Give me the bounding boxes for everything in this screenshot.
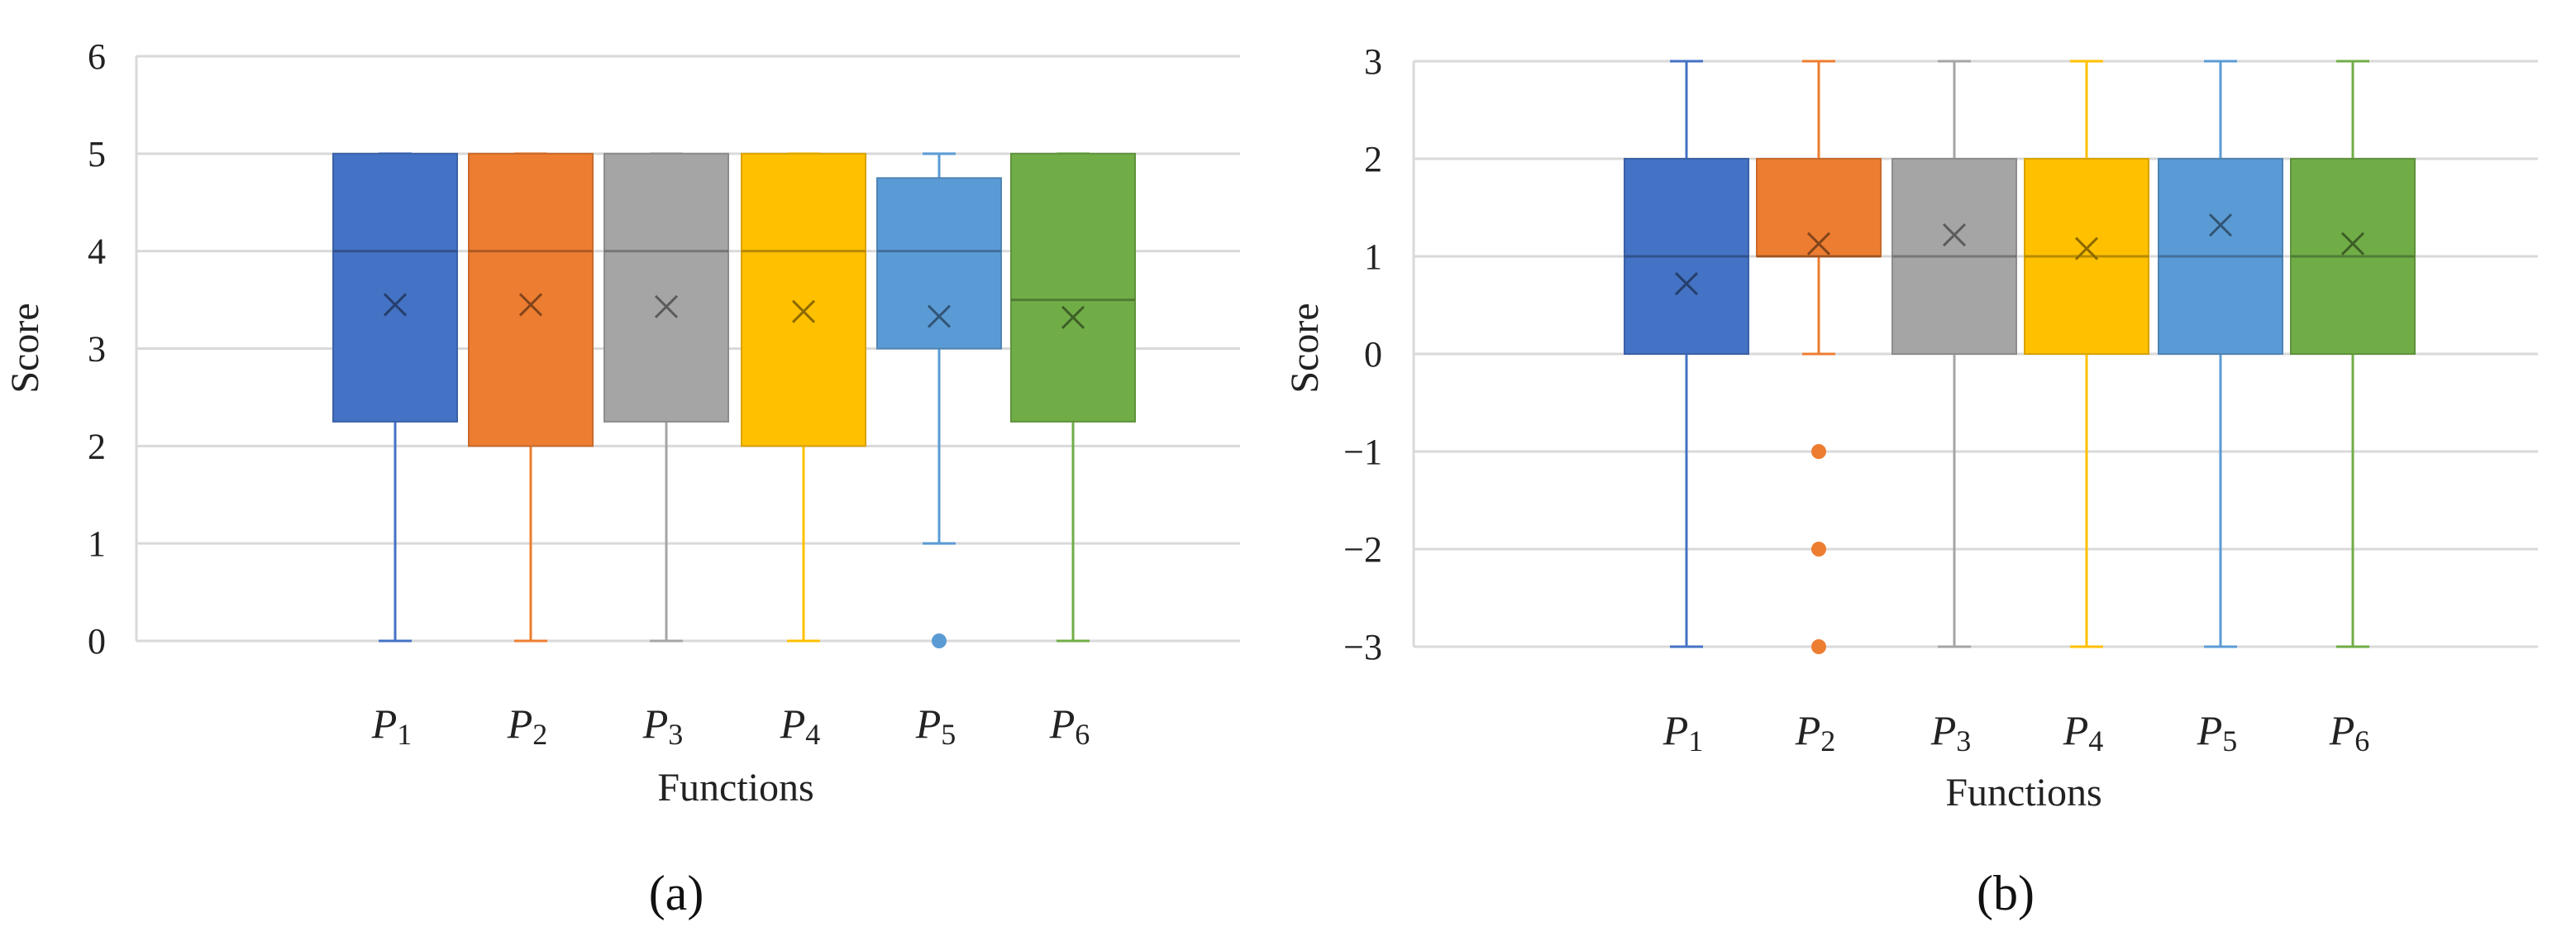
box-P2: P2 <box>468 152 594 751</box>
x-category-label: P4 <box>2063 707 2104 758</box>
x-category-label: P1 <box>1662 707 1704 758</box>
y-tick-label: 1 <box>88 523 106 564</box>
mean-marker <box>1942 222 1967 247</box>
x-axis-title: Functions <box>657 766 813 810</box>
box-P2: P2 <box>1756 60 1882 758</box>
box-iqr <box>1010 152 1136 423</box>
y-tick-label: −1 <box>1343 432 1382 472</box>
y-tick-label: 4 <box>88 232 106 272</box>
y-tick-labels: 3 2 1 0 −1 −2 −3 <box>1343 41 1382 667</box>
x-category-label: P6 <box>1049 700 1090 751</box>
box-iqr <box>876 177 1002 350</box>
mean-marker-stroke <box>2208 213 2233 237</box>
box-P1: P1 <box>332 152 458 751</box>
y-tick-label: 3 <box>1364 41 1382 82</box>
y-tick-label: −3 <box>1343 627 1382 667</box>
x-category-label: P5 <box>2197 707 2238 758</box>
box-P6: P6 <box>1010 152 1136 751</box>
y-axis-title: Score <box>1283 303 1327 393</box>
mean-marker-stroke <box>1806 232 1831 256</box>
box-iqr <box>332 152 458 423</box>
mean-marker <box>383 293 408 317</box>
mean-marker <box>2208 213 2233 237</box>
mean-marker <box>654 294 679 318</box>
box-P3: P3 <box>1891 60 2017 758</box>
mean-marker <box>1061 305 1085 329</box>
box-P4: P4 <box>2024 60 2149 758</box>
y-tick-label: 2 <box>1364 139 1382 179</box>
mean-marker <box>1674 271 1699 296</box>
outlier-point <box>1811 444 1826 459</box>
box-P3: P3 <box>603 152 729 751</box>
mean-marker-stroke <box>1061 305 1085 329</box>
x-axis-title: Functions <box>1945 771 2101 815</box>
y-tick-label: 6 <box>88 36 106 77</box>
mean-marker <box>2340 232 2365 256</box>
y-tick-label: 2 <box>88 426 106 466</box>
y-tick-label: −2 <box>1343 529 1382 570</box>
mean-marker-stroke <box>518 293 543 317</box>
box-P6: P6 <box>2290 60 2416 758</box>
y-tick-label: 5 <box>88 134 106 174</box>
mean-marker-stroke <box>383 293 408 317</box>
panel-label-b: (b) <box>1977 866 2035 920</box>
y-tick-label: 1 <box>1364 237 1382 277</box>
chart-b: 3 2 1 0 −1 −2 −3 Score Functions P1 P2 P3 P4 P5 P6 <box>1283 41 2538 815</box>
outlier-point <box>1811 639 1826 654</box>
mean-marker-stroke <box>1674 271 1699 296</box>
box-iqr <box>468 152 594 447</box>
mean-marker-stroke <box>927 304 952 328</box>
mean-marker-stroke <box>2074 237 2099 260</box>
mean-marker <box>927 304 952 328</box>
box-P5: P5 <box>876 152 1002 751</box>
x-category-label: P6 <box>2329 707 2370 758</box>
x-category-label: P2 <box>1795 707 1836 758</box>
box-iqr <box>603 152 729 423</box>
mean-marker-stroke <box>654 294 679 318</box>
mean-marker <box>1806 232 1831 256</box>
y-tick-label: 0 <box>88 621 106 662</box>
outlier-point <box>932 633 947 648</box>
mean-marker-stroke <box>791 299 816 323</box>
chart-a: 0 1 2 3 4 5 6 Score Functions P1 P2 P3 P4 P5 P6 <box>3 36 1240 810</box>
box-P1: P1 <box>1624 60 1749 758</box>
box-iqr <box>1756 158 1882 257</box>
y-tick-label: 3 <box>88 329 106 370</box>
box-P5: P5 <box>2158 60 2283 758</box>
x-category-label: P4 <box>780 700 821 751</box>
mean-marker-stroke <box>2340 232 2365 256</box>
mean-marker-stroke <box>1942 222 1967 247</box>
panel-label-a: (a) <box>649 866 704 920</box>
box-P4: P4 <box>741 152 866 751</box>
y-tick-label: 0 <box>1364 334 1382 375</box>
y-tick-labels: 0 1 2 3 4 5 6 <box>88 36 106 662</box>
x-category-label: P3 <box>1930 707 1972 758</box>
box-iqr <box>741 152 866 447</box>
x-category-label: P5 <box>915 700 956 751</box>
x-category-label: P3 <box>642 700 684 751</box>
x-category-label: P2 <box>507 700 548 751</box>
y-axis-title: Score <box>3 303 47 393</box>
outlier-point <box>1811 542 1826 557</box>
x-category-label: P1 <box>371 700 413 751</box>
mean-marker <box>518 293 543 317</box>
mean-marker <box>2074 237 2099 260</box>
mean-marker <box>791 299 816 323</box>
